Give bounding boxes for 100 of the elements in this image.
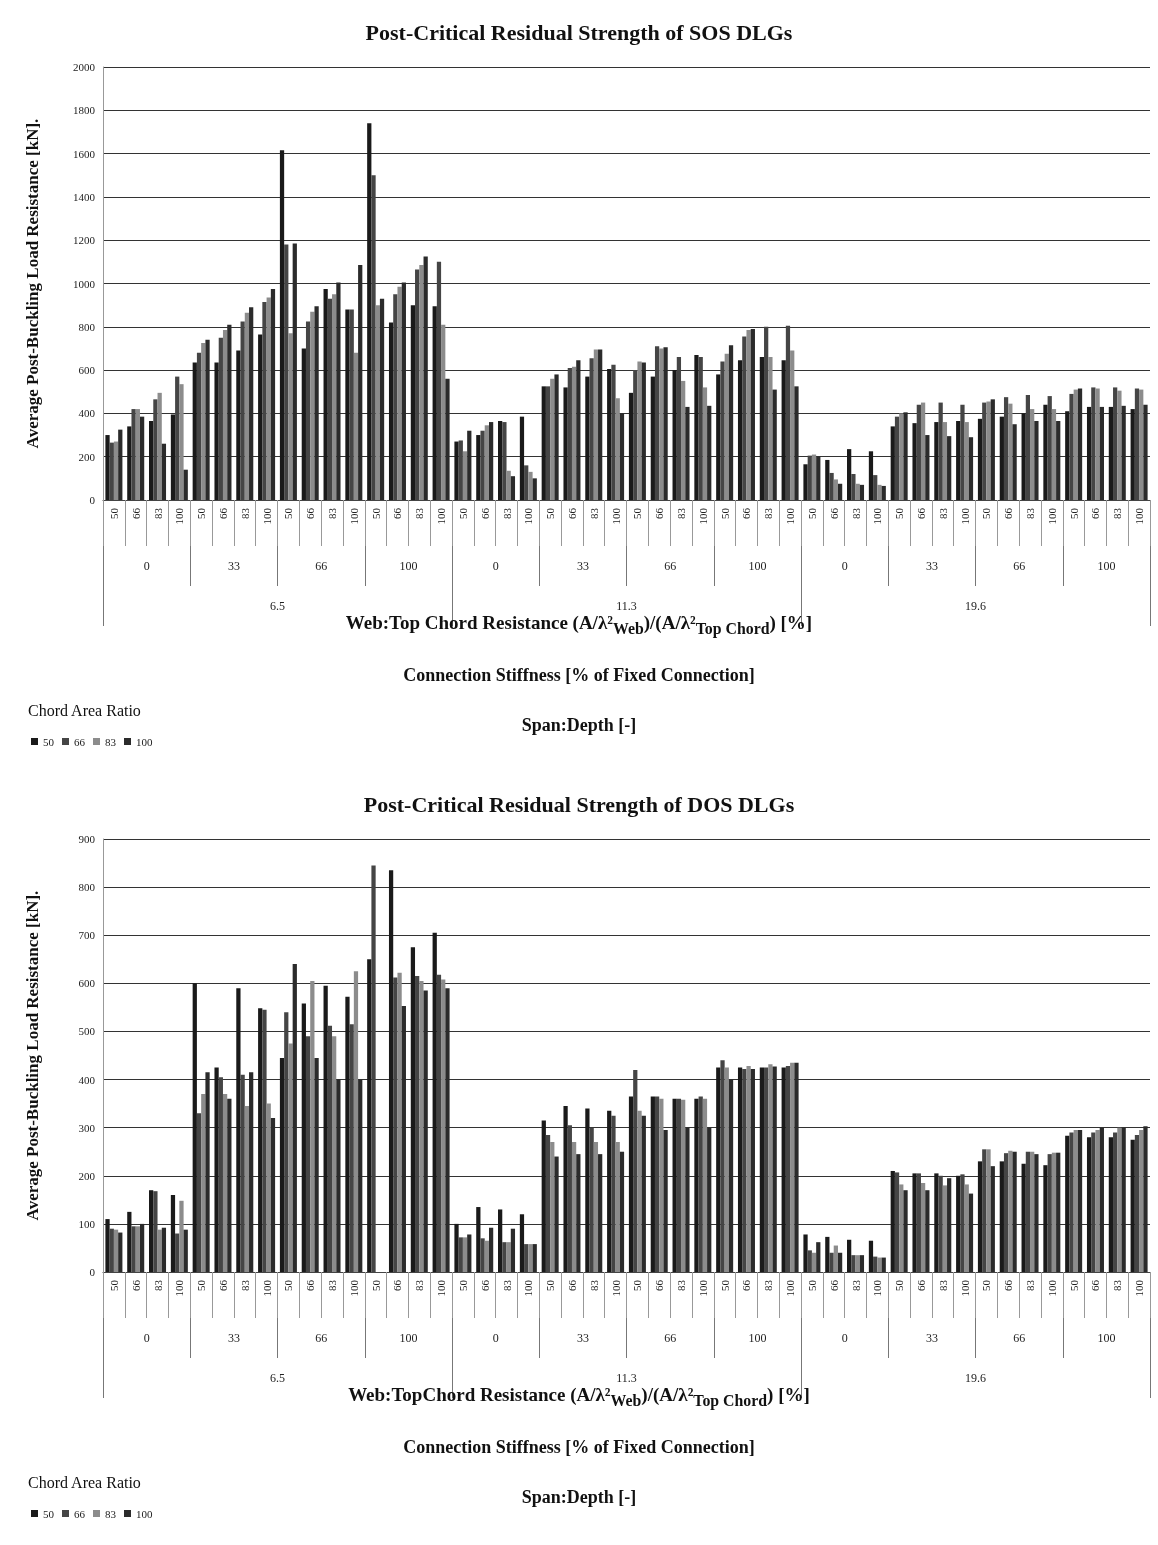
bar xyxy=(510,476,516,500)
x-tick-label: 66 xyxy=(827,507,840,519)
bar xyxy=(790,350,795,500)
bar xyxy=(1021,413,1026,500)
bar xyxy=(881,1257,886,1272)
x-tick-label: 50 xyxy=(456,1279,469,1291)
bar xyxy=(244,1106,250,1272)
y-tick-label: 800 xyxy=(78,881,96,894)
bar xyxy=(1051,1152,1057,1272)
bar xyxy=(541,386,546,500)
bar xyxy=(934,422,939,500)
bar xyxy=(432,932,437,1272)
bar xyxy=(345,996,350,1272)
text: 0 xyxy=(492,559,499,573)
bar xyxy=(628,1096,634,1272)
bar xyxy=(510,1228,516,1272)
x-tick-label: 66 xyxy=(304,1279,317,1291)
bar xyxy=(920,1182,926,1272)
x-tick-label: 100 xyxy=(1045,507,1058,525)
bar xyxy=(332,294,337,500)
x-tick-label: 50 xyxy=(718,1279,731,1291)
x-tick-label: 66 xyxy=(216,1279,229,1291)
bar xyxy=(571,366,577,500)
bar xyxy=(1030,409,1035,500)
x-tick-label: 66 xyxy=(565,507,578,519)
bar xyxy=(266,297,271,500)
x-tick-label: 66 xyxy=(1002,507,1015,519)
bar xyxy=(563,387,568,500)
bar xyxy=(222,1093,228,1272)
bar xyxy=(236,350,241,500)
x-tick-label: 66 xyxy=(1089,507,1102,519)
legend-label: 100 xyxy=(136,735,153,748)
bar xyxy=(484,425,489,500)
text: 66 xyxy=(315,559,328,573)
bar xyxy=(768,357,773,500)
bar xyxy=(585,1108,590,1272)
x-tick-label: 100 xyxy=(871,507,884,525)
bar xyxy=(367,959,372,1272)
bar xyxy=(532,1244,537,1272)
bar xyxy=(192,983,197,1272)
bar xyxy=(877,484,882,500)
x-tick-label: 50 xyxy=(1067,1279,1080,1291)
bar xyxy=(702,387,708,500)
bar xyxy=(301,1003,306,1272)
x-tick-label: 100 xyxy=(173,1279,186,1297)
x-tick-label: 83 xyxy=(1024,1279,1037,1291)
y-tick-label: 100 xyxy=(78,1217,96,1230)
bar xyxy=(868,1240,874,1272)
bar xyxy=(899,1184,904,1272)
bar xyxy=(1130,409,1135,500)
bar xyxy=(956,1175,961,1272)
bar xyxy=(550,1142,555,1272)
text: 66 xyxy=(664,559,677,573)
bar xyxy=(441,979,446,1272)
x-tick-label: 66 xyxy=(914,507,927,519)
bar xyxy=(1130,1139,1135,1272)
x-tick-label: 83 xyxy=(675,507,688,519)
bar xyxy=(441,324,446,500)
bar xyxy=(467,1234,472,1272)
bar xyxy=(279,1057,285,1272)
y-tick-label: 500 xyxy=(78,1025,96,1038)
bar xyxy=(201,1093,206,1272)
bar xyxy=(847,449,852,500)
bar xyxy=(855,1255,860,1272)
bar xyxy=(113,1229,119,1272)
x-tick-label: 83 xyxy=(238,507,251,519)
bar xyxy=(323,985,328,1272)
bar xyxy=(135,409,140,500)
x-tick-label: 83 xyxy=(151,507,164,519)
bar xyxy=(890,426,895,500)
bar xyxy=(528,1244,533,1272)
bar xyxy=(659,1098,664,1272)
chart-title: Post-Critical Residual Strength of SOS DLGs xyxy=(365,19,793,45)
y-tick-label: 200 xyxy=(78,450,96,463)
bar xyxy=(214,1067,219,1272)
x-tick-label: 100 xyxy=(958,1279,971,1297)
bar xyxy=(301,348,306,500)
bar xyxy=(236,988,241,1272)
y-tick-label: 1400 xyxy=(73,190,96,203)
bar xyxy=(179,384,184,500)
x-tick-label: 83 xyxy=(936,507,949,519)
text: 100 xyxy=(748,1331,767,1345)
bar xyxy=(724,1067,729,1272)
x-tick-label: 100 xyxy=(609,1279,622,1297)
bar xyxy=(1095,1130,1100,1272)
x-tick-label: 50 xyxy=(805,507,818,519)
x-tick-label: 100 xyxy=(522,1279,535,1297)
bar xyxy=(353,352,359,500)
x-axis-title: Web:TopChord Resistance (A/λ²$_{Web}$)/(A/λ²$_{Top Chord}$) [%] xyxy=(347,1384,811,1410)
y-tick-label: 1000 xyxy=(73,277,96,290)
bar xyxy=(1073,389,1078,500)
bar xyxy=(977,418,983,500)
x-tick-label: 83 xyxy=(413,1279,426,1291)
bar xyxy=(628,392,634,500)
bar xyxy=(1139,1130,1144,1272)
x-tick-label: 50 xyxy=(107,507,120,519)
bar xyxy=(672,1098,677,1272)
text: 66 xyxy=(1013,1331,1026,1345)
bar xyxy=(1095,388,1100,500)
bar xyxy=(942,422,948,500)
